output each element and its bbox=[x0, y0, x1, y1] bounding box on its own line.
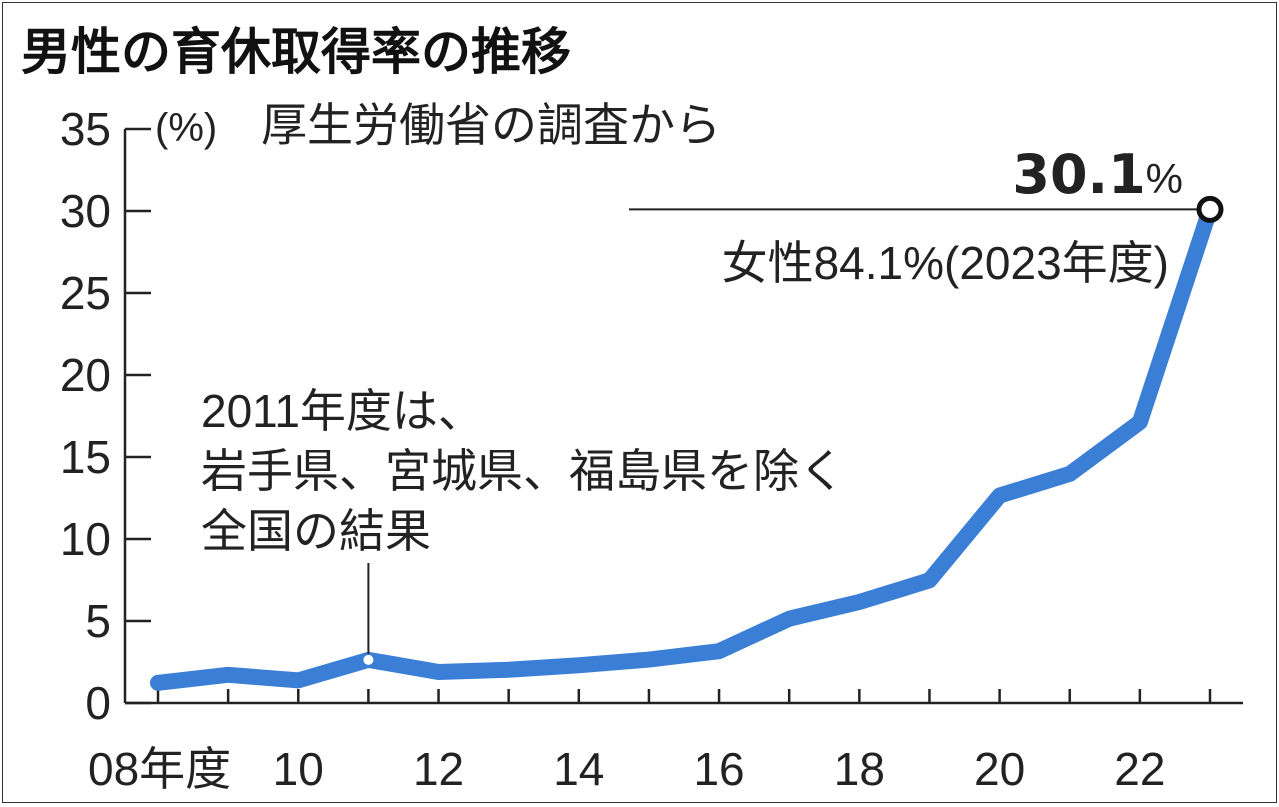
data-point bbox=[857, 599, 862, 604]
series-layer bbox=[150, 201, 1218, 691]
y-tick-label: 25 bbox=[60, 267, 111, 319]
x-tick-label: 18 bbox=[834, 743, 885, 795]
data-point bbox=[296, 678, 301, 683]
y-tick-label: 10 bbox=[60, 513, 111, 565]
x-tick-label: 08年度 bbox=[88, 743, 231, 795]
data-point bbox=[1137, 420, 1142, 425]
y-tick-label: 15 bbox=[60, 431, 111, 483]
y-axis-ticks: 0 5 10 15 20 25 30 35 bbox=[60, 103, 151, 729]
latest-value-number: 30.1 bbox=[1012, 143, 1145, 206]
data-point bbox=[1067, 471, 1072, 476]
data-point bbox=[927, 578, 932, 583]
note-text-line: 岩手県、宮城県、福島県を除く bbox=[201, 445, 845, 497]
data-point bbox=[436, 670, 441, 675]
data-point bbox=[506, 667, 511, 672]
x-tick-label: 14 bbox=[553, 743, 604, 795]
y-tick-label: 20 bbox=[60, 349, 111, 401]
latest-value-unit: % bbox=[1146, 155, 1183, 202]
data-point bbox=[646, 657, 651, 662]
source-label: 厚生労働省の調査から bbox=[261, 99, 721, 151]
data-point bbox=[997, 493, 1002, 498]
y-tick-label: 0 bbox=[85, 677, 111, 729]
data-point bbox=[226, 672, 231, 677]
y-tick-label: 35 bbox=[60, 103, 111, 155]
latest-note-label: 女性84.1%(2023年度) bbox=[722, 237, 1169, 289]
line-chart: 男性の育休取得率の推移 0 5 10 15 20 25 30 35 08年度 10 12 14 16 1… bbox=[21, 23, 1243, 795]
series-line bbox=[150, 201, 1218, 691]
data-point bbox=[156, 680, 160, 685]
x-tick-label: 20 bbox=[974, 743, 1025, 795]
x-tick-label: 10 bbox=[273, 743, 324, 795]
y-tick-label: 30 bbox=[60, 185, 111, 237]
y-unit-label: (%) bbox=[155, 106, 217, 150]
x-tick-label: 12 bbox=[413, 743, 464, 795]
data-point bbox=[787, 616, 792, 621]
axes bbox=[123, 129, 1243, 705]
data-point bbox=[717, 649, 722, 654]
x-tick-label: 16 bbox=[693, 743, 744, 795]
y-tick-label: 5 bbox=[85, 595, 111, 647]
latest-value-label: 30.1% bbox=[1012, 143, 1183, 206]
latest-point-marker bbox=[1196, 195, 1224, 223]
x-tick-label: 22 bbox=[1114, 743, 1165, 795]
x-axis-ticks: 08年度 10 12 14 16 18 20 22 bbox=[88, 689, 1212, 795]
note-text-line: 2011年度は、 bbox=[201, 385, 484, 437]
note-text-line: 全国の結果 bbox=[201, 505, 431, 557]
data-point bbox=[576, 663, 581, 668]
note-marker bbox=[363, 654, 374, 665]
chart-title: 男性の育休取得率の推移 bbox=[21, 23, 571, 81]
